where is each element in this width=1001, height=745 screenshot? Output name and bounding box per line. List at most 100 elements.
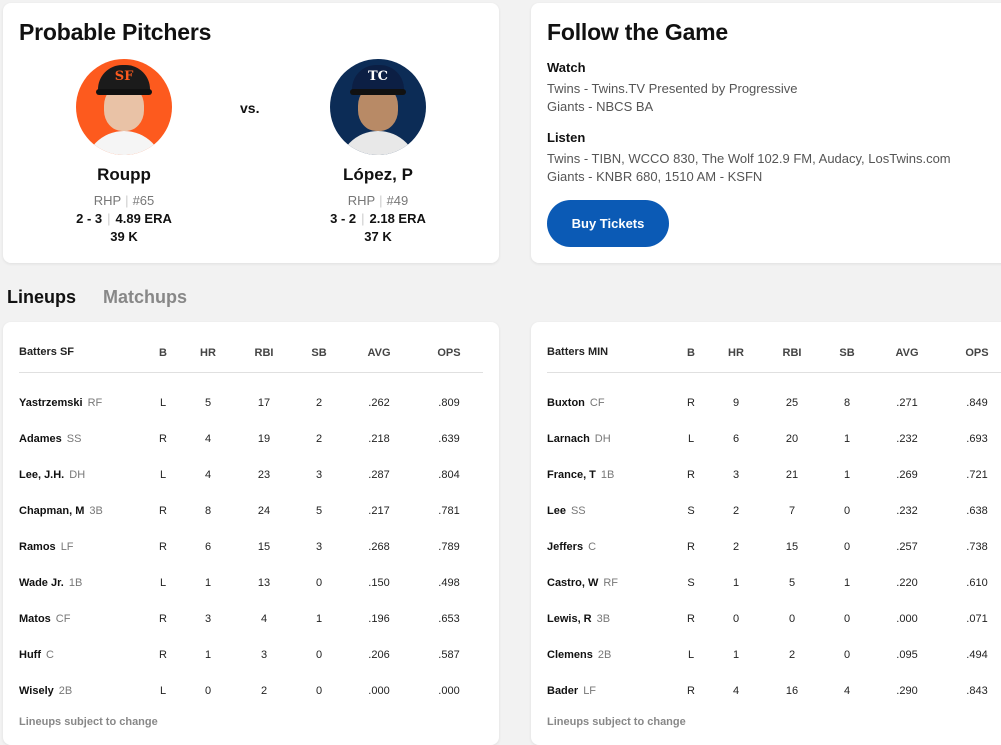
stat-ops: .738 <box>966 541 988 553</box>
watch-line: Giants - NBCS BA <box>547 99 654 114</box>
stat-sb: 8 <box>843 397 851 409</box>
batter-name-text[interactable]: Buxton <box>547 397 585 409</box>
stat-rbi: 4 <box>260 613 268 625</box>
batter-name[interactable]: Wade Jr. 1B <box>19 577 82 589</box>
stat-avg: .095 <box>896 649 918 661</box>
stat-bats: R <box>159 433 167 445</box>
listen-line: Twins - TIBN, WCCO 830, The Wolf 102.9 F… <box>547 151 951 166</box>
batter-name-text[interactable]: Larnach <box>547 433 590 445</box>
batter-name[interactable]: Adames SS <box>19 433 81 445</box>
follow-the-game-title: Follow the Game <box>547 19 729 45</box>
batter-name-text[interactable]: Clemens <box>547 649 593 661</box>
lineup-card-sf: Batters SF B HR RBI SB AVG OPS Yastrzemski RF L… <box>3 322 499 745</box>
home-pitcher-throws: RHP <box>347 193 376 208</box>
batter-name-text[interactable]: Matos <box>19 613 51 625</box>
batter-name[interactable]: Castro, W RF <box>547 577 618 589</box>
batter-name[interactable]: Lewis, R 3B <box>547 613 610 625</box>
away-pitcher-headshot[interactable]: SF <box>76 59 172 155</box>
batter-position: SS <box>66 433 82 445</box>
batter-name[interactable]: Clemens 2B <box>547 649 611 661</box>
table-row: Huff C R 1 3 0 .206 .587 <box>3 649 499 669</box>
batter-position: 1B <box>68 577 83 589</box>
table-row: Buxton CF R 9 25 8 .271 .849 <box>531 397 1001 417</box>
away-pitcher[interactable]: SF Roupp RHP | #65 2 - 3 | 4.89 ERA 39 K <box>24 59 224 244</box>
tab-lineups[interactable]: Lineups <box>7 287 77 307</box>
batter-name[interactable]: Yastrzemski RF <box>19 397 102 409</box>
stat-ops: .494 <box>966 649 988 661</box>
batter-name[interactable]: Larnach DH <box>547 433 611 445</box>
table-row: Bader LF R 4 16 4 .290 .843 <box>531 685 1001 705</box>
batter-name-text[interactable]: Lewis, R <box>547 613 592 625</box>
batter-position: CF <box>589 397 605 409</box>
stat-hr: 0 <box>732 613 740 625</box>
stat-sb: 0 <box>315 649 323 661</box>
probable-pitchers-card: Probable Pitchers SF Roupp RHP | #65 2 - 3… <box>3 3 499 263</box>
batter-name[interactable]: Jeffers C <box>547 541 596 553</box>
table-row: Matos CF R 3 4 1 .196 .653 <box>3 613 499 633</box>
batter-position: C <box>46 649 54 661</box>
away-pitcher-meta: RHP | #65 <box>24 193 224 208</box>
batter-name-text[interactable]: Huff <box>19 649 41 661</box>
batter-name-text[interactable]: France, T <box>547 469 596 481</box>
batter-name-text[interactable]: Chapman, M <box>19 505 85 517</box>
stat-sb: 3 <box>315 469 323 481</box>
stat-rbi: 7 <box>788 505 796 517</box>
batter-name[interactable]: Matos CF <box>19 613 70 625</box>
stat-avg: .262 <box>368 397 390 409</box>
table-row: Lee, J.H. DH L 4 23 3 .287 .804 <box>3 469 499 489</box>
batter-name-text[interactable]: Bader <box>547 685 579 697</box>
table-row: Lewis, R 3B R 0 0 0 .000 .071 <box>531 613 1001 633</box>
batter-name-text[interactable]: Lee, J.H. <box>19 469 65 481</box>
batter-name[interactable]: Lee, J.H. DH <box>19 469 85 481</box>
stat-hr: 3 <box>204 613 212 625</box>
stat-avg: .217 <box>368 505 390 517</box>
batter-name[interactable]: Lee SS <box>547 505 586 517</box>
buy-tickets-button[interactable]: Buy Tickets <box>547 200 669 247</box>
batter-name-text[interactable]: Wade Jr. <box>19 577 64 589</box>
stat-ops: .843 <box>966 685 988 697</box>
table-row: France, T 1B R 3 21 1 .269 .721 <box>531 469 1001 489</box>
stat-bats: L <box>159 685 167 697</box>
stat-hr: 6 <box>204 541 212 553</box>
batter-name-text[interactable]: Adames <box>19 433 62 445</box>
batter-name[interactable]: Wisely 2B <box>19 685 72 697</box>
home-pitcher-name[interactable]: López, P <box>343 165 413 184</box>
batter-name-text[interactable]: Jeffers <box>547 541 584 553</box>
tab-matchups[interactable]: Matchups <box>103 287 188 307</box>
stat-rbi: 17 <box>257 397 271 409</box>
home-pitcher[interactable]: TC López, P RHP | #49 3 - 2 | 2.18 ERA 37 K <box>278 59 478 244</box>
batter-name-text[interactable]: Lee <box>547 505 566 517</box>
stat-bats: S <box>687 505 695 517</box>
stat-sb: 2 <box>315 433 323 445</box>
batter-name[interactable]: Bader LF <box>547 685 596 697</box>
batter-position: RF <box>603 577 619 589</box>
home-pitcher-headshot[interactable]: TC <box>330 59 426 155</box>
stat-hr: 1 <box>204 577 212 589</box>
stat-bats: R <box>159 613 167 625</box>
batter-name-text[interactable]: Ramos <box>19 541 56 553</box>
batter-name[interactable]: Huff C <box>19 649 54 661</box>
stat-rbi: 13 <box>257 577 271 589</box>
batter-name[interactable]: Buxton CF <box>547 397 605 409</box>
stat-sb: 0 <box>315 685 323 697</box>
batter-name-text[interactable]: Yastrzemski <box>19 397 83 409</box>
lineup-footnote: Lineups subject to change <box>547 716 686 728</box>
stat-bats: R <box>687 541 695 553</box>
stat-avg: .000 <box>368 685 390 697</box>
stat-avg: .269 <box>896 469 918 481</box>
stat-ops: .638 <box>966 505 988 517</box>
batter-name-text[interactable]: Castro, W <box>547 577 599 589</box>
batter-name[interactable]: Ramos LF <box>19 541 74 553</box>
batter-name[interactable]: Chapman, M 3B <box>19 505 103 517</box>
stat-avg: .232 <box>896 433 918 445</box>
stat-sb: 4 <box>843 685 851 697</box>
table-row: Wade Jr. 1B L 1 13 0 .150 .498 <box>3 577 499 597</box>
batter-name-text[interactable]: Wisely <box>19 685 54 697</box>
stat-avg: .000 <box>896 613 918 625</box>
stat-sb: 1 <box>843 469 851 481</box>
stat-hr: 1 <box>732 649 740 661</box>
away-pitcher-name[interactable]: Roupp <box>97 165 151 184</box>
stat-rbi: 19 <box>257 433 271 445</box>
batter-name[interactable]: France, T 1B <box>547 469 614 481</box>
stat-ops: .693 <box>966 433 988 445</box>
